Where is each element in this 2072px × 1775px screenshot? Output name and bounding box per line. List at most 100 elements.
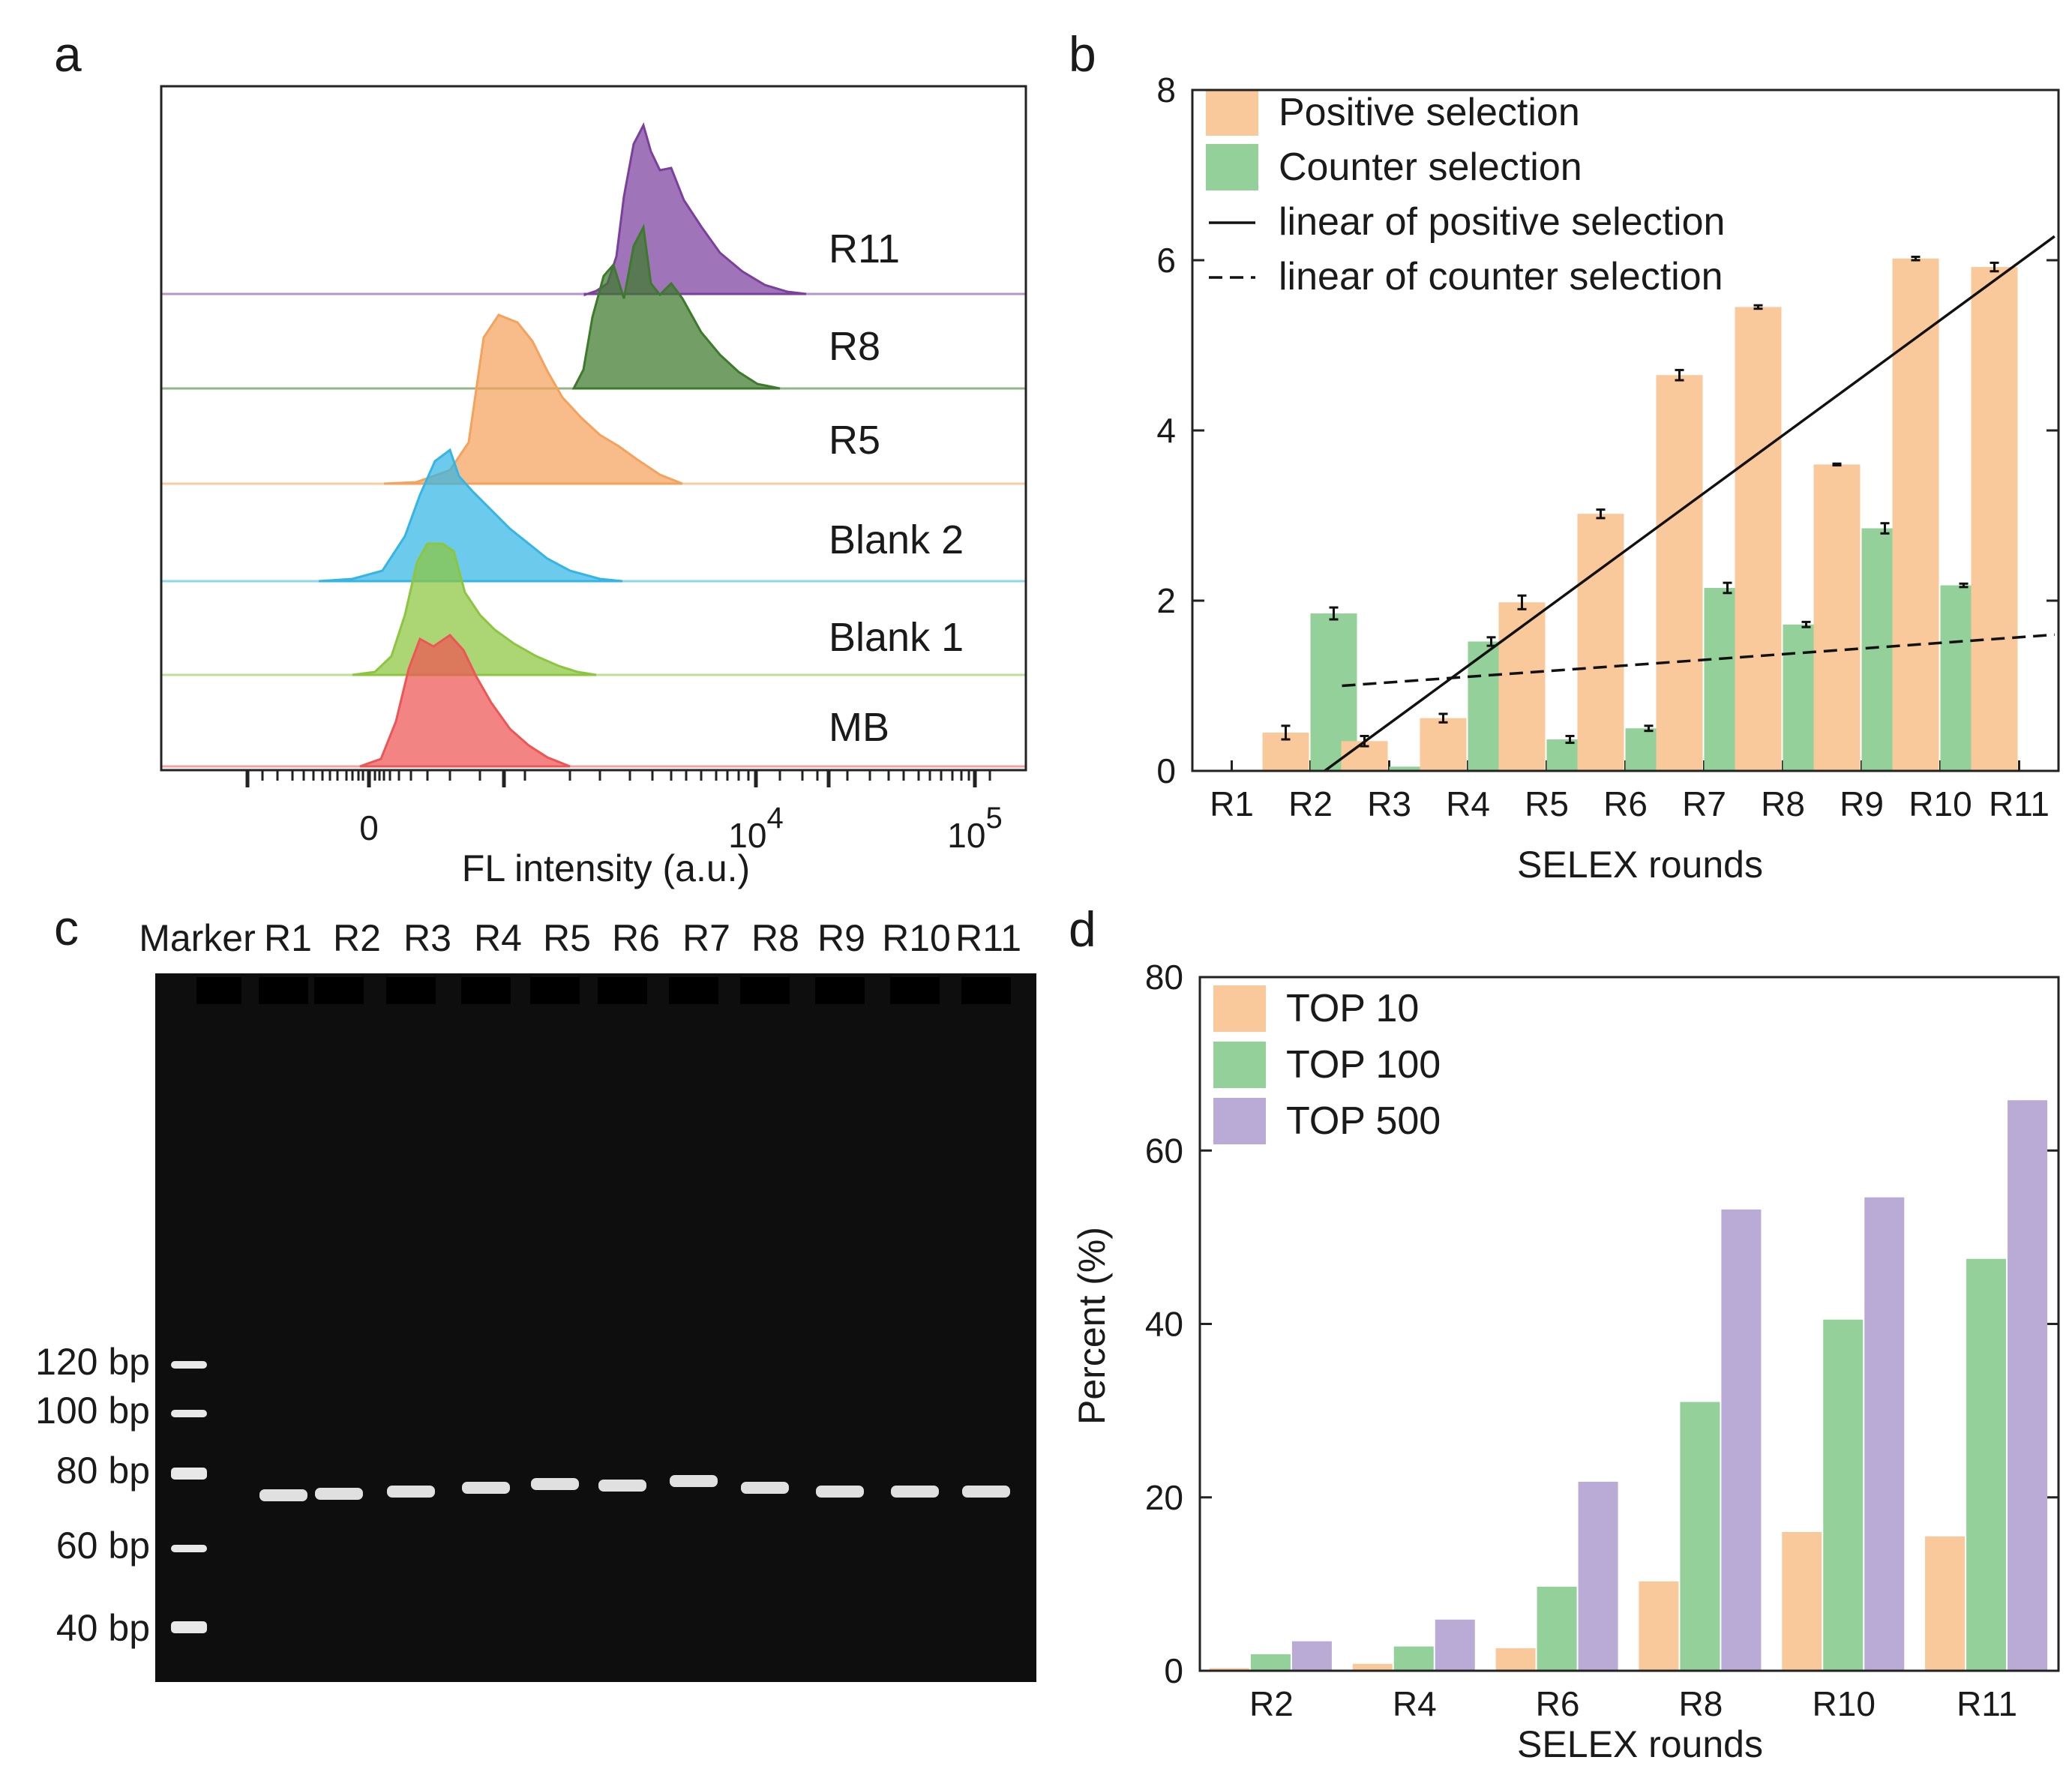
a-label-r11: R11 bbox=[829, 226, 900, 271]
gel-lane-label-r11: R11 bbox=[955, 917, 1021, 959]
d-ytick-label-20: 20 bbox=[1145, 1478, 1183, 1517]
gel-band-r5 bbox=[531, 1478, 579, 1490]
d-bar-top-10-r8 bbox=[1639, 1581, 1679, 1671]
d-legend-label-top-500: TOP 500 bbox=[1286, 1099, 1441, 1143]
gel-ladder-label-80-bp: 80 bp bbox=[56, 1450, 150, 1492]
panel-a-x-ticks bbox=[245, 770, 991, 787]
b-xtick-label-r3: R3 bbox=[1367, 784, 1411, 823]
panel-a-histograms bbox=[161, 121, 1026, 768]
a-histogram-blank-2 bbox=[318, 448, 623, 583]
panel-a: a 0 104 105 FL intensity (a.u.) R11 R8 R… bbox=[54, 26, 1027, 889]
gel-lane-labels: Marker R1 R2 R3 R4 R5 R6 R7 R8 R9 R10 R11 bbox=[139, 917, 1021, 959]
d-legend-label-top-10: TOP 10 bbox=[1286, 987, 1419, 1030]
b-plot-area: 0 2 4 6 8 R1 R2 R3 R4 R5 R6 R7 R8 R9 R10 R11 Positive se… bbox=[1156, 70, 2059, 823]
gel-ladder-label-60-bp: 60 bp bbox=[56, 1525, 150, 1567]
b-xtick-label-r2: R2 bbox=[1288, 784, 1333, 823]
gel-well-r5 bbox=[530, 977, 580, 1004]
gel-well-r2 bbox=[314, 977, 364, 1004]
d-bar-top-500-r2 bbox=[1291, 1641, 1332, 1671]
b-xtick-label-r9: R9 bbox=[1840, 784, 1884, 823]
d-ytick-label-0: 0 bbox=[1164, 1651, 1183, 1690]
gel-lane-label-r8: R8 bbox=[751, 917, 799, 959]
d-bar-top-100-r6 bbox=[1537, 1586, 1577, 1671]
a-label-mb: MB bbox=[829, 705, 889, 750]
d-bar-top-500-r4 bbox=[1435, 1619, 1475, 1671]
gel-band-r2 bbox=[315, 1488, 363, 1500]
d-legend-swatch-top-500 bbox=[1213, 1098, 1266, 1144]
d-legend-label-top-100: TOP 100 bbox=[1286, 1043, 1441, 1087]
d-legend-swatch-top-100 bbox=[1213, 1042, 1266, 1088]
b-x-axis-label: SELEX rounds bbox=[1517, 844, 1763, 886]
d-ytick-label-60: 60 bbox=[1145, 1131, 1183, 1170]
d-bar-top-500-r8 bbox=[1721, 1209, 1762, 1671]
b-bar-positive-selection-r4 bbox=[1420, 718, 1467, 771]
d-xtick-label-r8: R8 bbox=[1679, 1684, 1723, 1723]
gel-band-r10 bbox=[891, 1486, 939, 1498]
gel-ladder-band-4 bbox=[171, 1621, 207, 1633]
d-bar-top-100-r11 bbox=[1966, 1258, 2007, 1671]
a-label-blank2: Blank 2 bbox=[829, 517, 964, 562]
gel-ladder-label-40-bp: 40 bp bbox=[56, 1607, 150, 1649]
d-y-axis-label: Percent (%) bbox=[1071, 1227, 1113, 1425]
d-bar-top-100-r2 bbox=[1250, 1654, 1291, 1671]
b-legend-label-linear-of-positive-selection: linear of positive selection bbox=[1279, 200, 1725, 244]
gel-ladder-labels: 120 bp 100 bp 80 bp 60 bp 40 bp bbox=[35, 1341, 150, 1649]
a-tick-1e5-exp: 5 bbox=[985, 802, 1002, 835]
gel-ladder-label-120-bp: 120 bp bbox=[35, 1341, 150, 1383]
panel-a-frame bbox=[160, 85, 1027, 772]
gel-ladder-band-3 bbox=[171, 1545, 207, 1552]
gel-lane-label-r9: R9 bbox=[817, 917, 865, 959]
d-bar-top-500-r11 bbox=[2008, 1100, 2048, 1671]
d-xtick-label-r10: R10 bbox=[1813, 1684, 1876, 1723]
a-tick-1e5: 105 bbox=[947, 802, 1002, 855]
d-bar-top-10-r11 bbox=[1925, 1536, 1966, 1671]
b-ytick-label-4: 4 bbox=[1156, 411, 1176, 450]
panel-b-letter: b bbox=[1069, 26, 1096, 82]
b-xtick-label-r5: R5 bbox=[1525, 784, 1569, 823]
b-xtick-label-r8: R8 bbox=[1761, 784, 1805, 823]
a-histogram-mb bbox=[359, 634, 571, 768]
b-fit-linear-of-positive-selection bbox=[1324, 235, 2056, 772]
gel-well-r3 bbox=[386, 977, 436, 1004]
d-bar-top-500-r10 bbox=[1864, 1197, 1905, 1671]
gel-well-r1 bbox=[259, 977, 308, 1004]
d-bar-top-10-r6 bbox=[1495, 1648, 1536, 1671]
d-ytick-label-80: 80 bbox=[1145, 958, 1183, 997]
gel-lane-label-marker: Marker bbox=[139, 917, 256, 959]
gel-well-r6 bbox=[598, 977, 647, 1004]
gel-band-r3 bbox=[387, 1486, 435, 1498]
gel-ladder-band-1 bbox=[171, 1410, 207, 1417]
panel-d-frame bbox=[1198, 976, 2060, 1672]
a-label-r5: R5 bbox=[829, 418, 880, 463]
gel-well-r9 bbox=[815, 977, 865, 1004]
gel-well-r7 bbox=[669, 977, 718, 1004]
d-legend-swatch-top-10 bbox=[1213, 985, 1266, 1032]
d-xtick-label-r4: R4 bbox=[1393, 1684, 1437, 1723]
b-legend-swatch-counter-selection bbox=[1206, 144, 1258, 190]
gel-well-r8 bbox=[740, 977, 790, 1004]
b-bar-positive-selection-r8 bbox=[1735, 307, 1782, 771]
gel-lane-label-r4: R4 bbox=[474, 917, 522, 959]
gel-lane-label-r7: R7 bbox=[682, 917, 730, 959]
b-xtick-label-r10: R10 bbox=[1909, 784, 1972, 823]
b-bar-positive-selection-r6 bbox=[1577, 514, 1624, 771]
b-ytick-label-6: 6 bbox=[1156, 241, 1176, 280]
b-bar-positive-selection-r9 bbox=[1813, 464, 1861, 771]
b-bar-positive-selection-r11 bbox=[1971, 267, 2018, 772]
a-tick-1e5-base: 10 bbox=[947, 816, 985, 855]
a-histogram-r11 bbox=[583, 121, 807, 297]
panel-d-letter: d bbox=[1069, 901, 1096, 957]
a-tick-1e4: 104 bbox=[728, 802, 783, 855]
d-bar-top-10-r10 bbox=[1782, 1532, 1822, 1671]
panel-c: c Marker R1 R2 R3 R4 R5 R6 R7 R8 R9 R10 R11 120 bp1… bbox=[35, 900, 1036, 1682]
gel-band-r6 bbox=[598, 1480, 646, 1492]
b-legend-label-positive-selection: Positive selection bbox=[1279, 91, 1580, 134]
gel-ladder-band-0 bbox=[171, 1361, 207, 1369]
b-bar-positive-selection-r10 bbox=[1892, 258, 1939, 772]
d-plot-area: 0 20 40 60 80 R2 R4 R6 R8 R10 R11 TOP 10 TOP 100 TOP … bbox=[1145, 958, 2059, 1723]
d-bar-top-100-r4 bbox=[1393, 1646, 1434, 1671]
gel-image bbox=[155, 973, 1036, 1682]
gel-band-r8 bbox=[741, 1482, 789, 1494]
b-ytick-label-0: 0 bbox=[1156, 751, 1176, 790]
